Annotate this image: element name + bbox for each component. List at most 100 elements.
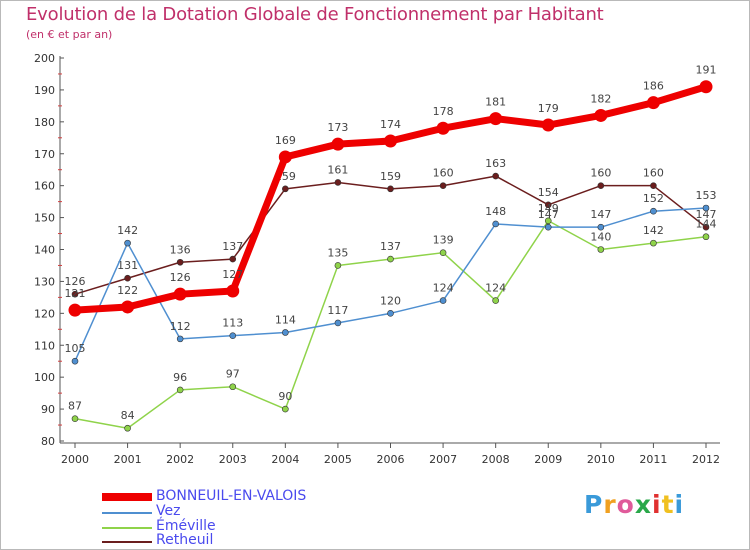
logo-letter: x (635, 490, 652, 519)
data-label--m-ville: 90 (278, 390, 292, 403)
data-label-retheuil: 160 (643, 167, 664, 180)
data-label-vez: 112 (170, 320, 191, 333)
data-label--m-ville: 137 (380, 240, 401, 253)
data-point-vez (598, 224, 604, 230)
data-point-vez (230, 333, 236, 339)
data-label--m-ville: 144 (696, 218, 717, 231)
y-tick-label: 100 (34, 371, 55, 384)
data-label-vez: 124 (433, 282, 454, 295)
data-point-retheuil (335, 179, 341, 185)
data-label--m-ville: 142 (643, 224, 664, 237)
data-point-vez (440, 298, 446, 304)
data-point--m-ville (335, 262, 341, 268)
y-tick-label: 90 (41, 403, 55, 416)
data-point--m-ville (650, 240, 656, 246)
data-point-bonneuil-en-valois (542, 119, 555, 132)
data-label-retheuil: 136 (170, 243, 191, 256)
x-tick-label: 2011 (639, 453, 667, 466)
data-label--m-ville: 87 (68, 400, 82, 413)
y-tick-label: 190 (34, 84, 55, 97)
data-point-bonneuil-en-valois (384, 134, 397, 147)
data-point-retheuil (440, 183, 446, 189)
x-tick-label: 2004 (271, 453, 299, 466)
logo-letter: P (584, 490, 603, 519)
data-label-retheuil: 160 (433, 167, 454, 180)
data-label-bonneuil-en-valois: 178 (433, 105, 454, 118)
data-point-retheuil (493, 173, 499, 179)
y-tick-label: 130 (34, 275, 55, 288)
data-point-retheuil (177, 259, 183, 265)
data-point-vez (388, 310, 394, 316)
data-point-bonneuil-en-valois (647, 96, 660, 109)
data-label-vez: 113 (222, 317, 243, 330)
x-tick-label: 2005 (324, 453, 352, 466)
data-point-bonneuil-en-valois (69, 304, 82, 317)
y-tick-label: 110 (34, 339, 55, 352)
legend-swatch-retheuil (102, 541, 152, 543)
legend-swatch-vez (102, 512, 152, 514)
y-tick-label: 120 (34, 307, 55, 320)
data-label--m-ville: 124 (485, 282, 506, 295)
data-point-vez (335, 320, 341, 326)
data-point-retheuil (125, 275, 131, 281)
data-label-bonneuil-en-valois: 126 (170, 271, 191, 284)
y-tick-label: 170 (34, 148, 55, 161)
data-point-vez (177, 336, 183, 342)
logo-letter: t (662, 490, 675, 519)
y-tick-label: 80 (41, 435, 55, 448)
data-label-vez: 153 (696, 189, 717, 202)
data-point-retheuil (650, 183, 656, 189)
data-label-retheuil: 159 (380, 170, 401, 183)
y-tick-label: 160 (34, 180, 55, 193)
logo-letter: r (603, 490, 616, 519)
data-point--m-ville (493, 298, 499, 304)
data-point-bonneuil-en-valois (331, 138, 344, 151)
series-line-vez (75, 208, 706, 361)
data-label-bonneuil-en-valois: 174 (380, 118, 401, 131)
data-point--m-ville (125, 425, 131, 431)
data-label-bonneuil-en-valois: 127 (222, 268, 243, 281)
data-label--m-ville: 96 (173, 371, 187, 384)
data-point-bonneuil-en-valois (279, 150, 292, 163)
data-point-vez (493, 221, 499, 227)
data-point-bonneuil-en-valois (437, 122, 450, 135)
data-label-bonneuil-en-valois: 182 (590, 92, 611, 105)
data-label--m-ville: 139 (433, 234, 454, 247)
data-point--m-ville (282, 406, 288, 412)
data-point-vez (545, 224, 551, 230)
x-tick-label: 2006 (377, 453, 405, 466)
data-label-vez: 120 (380, 294, 401, 307)
legend-label-vez: Vez (156, 503, 180, 519)
data-label--m-ville: 140 (590, 231, 611, 244)
data-point-bonneuil-en-valois (594, 109, 607, 122)
data-label-bonneuil-en-valois: 186 (643, 80, 664, 93)
legend-label-retheuil: Retheuil (156, 532, 213, 548)
logo-letter: i (652, 490, 662, 519)
data-point-retheuil (282, 186, 288, 192)
logo-letter: o (617, 490, 635, 519)
data-point--m-ville (388, 256, 394, 262)
x-tick-label: 2001 (114, 453, 142, 466)
y-tick-label: 200 (34, 52, 55, 65)
proxiti-logo: Proxiti (584, 490, 684, 519)
data-label-vez: 148 (485, 205, 506, 218)
data-point--m-ville (703, 234, 709, 240)
data-point-vez (650, 208, 656, 214)
data-label-vez: 152 (643, 192, 664, 205)
legend-swatch-emeville (102, 527, 152, 529)
data-label-retheuil: 161 (327, 163, 348, 176)
data-point--m-ville (440, 250, 446, 256)
data-label-vez: 147 (538, 208, 559, 221)
x-tick-label: 2003 (219, 453, 247, 466)
data-label-vez: 105 (65, 342, 86, 355)
data-point-vez (72, 358, 78, 364)
data-point-vez (703, 205, 709, 211)
data-label-vez: 147 (590, 208, 611, 221)
data-point-bonneuil-en-valois (700, 80, 713, 93)
y-tick-label: 140 (34, 244, 55, 257)
data-point--m-ville (177, 387, 183, 393)
x-tick-label: 2002 (166, 453, 194, 466)
data-point-retheuil (598, 183, 604, 189)
data-label-retheuil: 163 (485, 157, 506, 170)
logo-letter: i (675, 490, 685, 519)
